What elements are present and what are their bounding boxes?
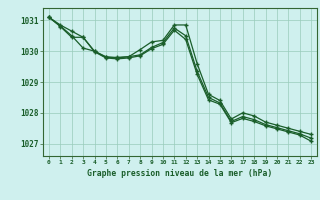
- X-axis label: Graphe pression niveau de la mer (hPa): Graphe pression niveau de la mer (hPa): [87, 169, 273, 178]
